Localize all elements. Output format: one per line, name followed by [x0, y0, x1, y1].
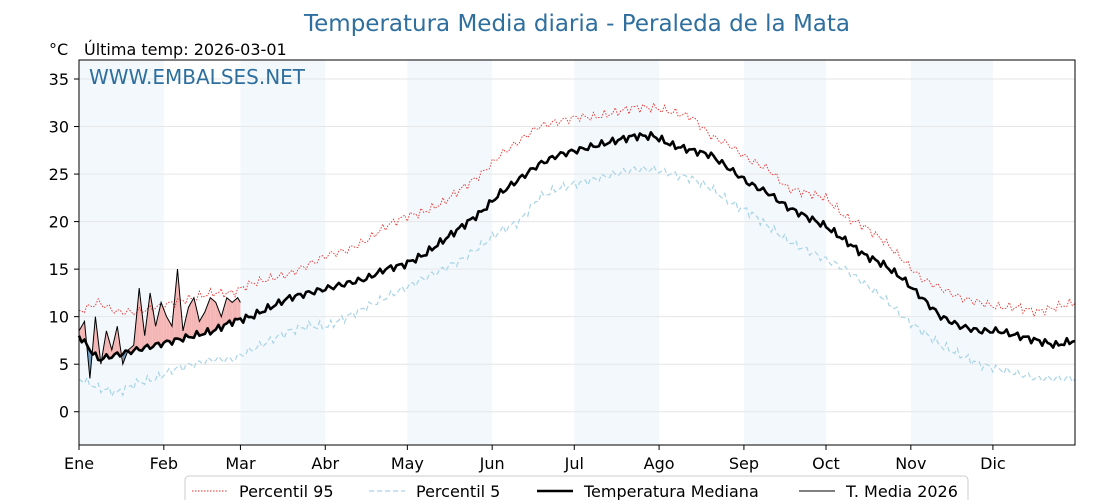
x-tick-label: Jul — [564, 454, 584, 473]
series-temperatura-mediana — [77, 131, 1076, 362]
series-t-media-2026 — [78, 269, 241, 379]
chart-title: Temperatura Media diaria - Peraleda de l… — [303, 11, 850, 37]
month-band — [574, 60, 660, 445]
fill-above-median — [177, 269, 181, 340]
legend-box — [184, 475, 969, 500]
fill-above-median — [229, 300, 233, 326]
x-tick-label: Ago — [644, 454, 675, 473]
fill-above-median — [152, 309, 156, 347]
fill-above-median — [215, 302, 219, 330]
month-band — [79, 60, 164, 445]
x-axis: Ene Feb Mar Abr May Jun Jul Ago Sep Oct Nov Dic — [64, 445, 1006, 473]
month-band — [407, 60, 493, 445]
plot-frame — [78, 59, 1076, 446]
fill-above-median — [199, 316, 203, 336]
watermark: WWW.EMBALSES.NET — [89, 65, 306, 89]
x-tick-label: Ene — [64, 454, 94, 473]
fill-above-median — [114, 326, 118, 355]
legend-label: Percentil 95 — [239, 482, 334, 500]
legend-label: Temperatura Mediana — [583, 482, 759, 500]
fill-above-median — [213, 300, 216, 332]
fill-above-median — [147, 292, 151, 349]
x-tick-label: Nov — [895, 454, 926, 473]
x-tick-label: Oct — [812, 454, 840, 473]
y-tick-label: 25 — [49, 165, 69, 184]
y-tick-label: 20 — [49, 213, 69, 232]
series-lines — [77, 102, 1076, 399]
fill-above-median — [226, 297, 230, 324]
month-band — [240, 60, 326, 445]
y-axis: 0 5 10 15 20 25 30 35 — [49, 70, 79, 422]
month-band — [910, 60, 993, 445]
fill-above-median — [95, 316, 99, 360]
x-tick-label: Dic — [980, 454, 1006, 473]
y-tick-label: 5 — [59, 355, 69, 374]
y-tick-label: 0 — [59, 403, 69, 422]
y-tick-label: 10 — [49, 308, 69, 327]
fill-above-median — [204, 304, 208, 334]
fill-above-median — [224, 297, 227, 325]
legend: Percentil 95 Percentil 5 Temperatura Media… — [184, 475, 969, 500]
y-tick-label: 30 — [49, 118, 69, 137]
fill-above-median — [188, 302, 192, 338]
fill-above-median — [207, 297, 211, 335]
fill-above-median — [163, 309, 167, 343]
fill-above-median — [166, 316, 170, 342]
fill-above-median — [161, 302, 164, 347]
fill-above-median — [169, 321, 172, 345]
fill-above-median — [106, 330, 110, 359]
x-tick-label: Mar — [225, 454, 256, 473]
y-tick-label: 35 — [49, 70, 69, 89]
x-tick-label: Jun — [479, 454, 505, 473]
fill-above-median — [185, 307, 189, 337]
fill-above-median — [81, 321, 85, 343]
anomaly-fills — [79, 269, 241, 379]
last-temp-label: Última temp: 2026-03-01 — [84, 40, 287, 59]
y-tick-label: 15 — [49, 260, 69, 279]
fill-above-median — [202, 311, 205, 335]
series-percentil-5 — [78, 164, 1076, 399]
plot-background — [79, 60, 993, 445]
fill-above-median — [155, 314, 159, 344]
legend-label: T. Media 2026 — [845, 482, 958, 500]
x-tick-label: Abr — [311, 454, 339, 473]
fill-above-median — [237, 297, 241, 320]
legend-label: Percentil 5 — [416, 482, 500, 500]
fill-above-median — [139, 288, 142, 351]
month-band — [743, 60, 826, 445]
series-percentil-95 — [78, 102, 1076, 318]
unit-label: °C — [49, 40, 68, 59]
fill-above-median — [210, 297, 214, 335]
x-tick-label: Feb — [150, 454, 178, 473]
fill-above-median — [109, 340, 112, 359]
x-tick-label: May — [391, 454, 424, 473]
fill-above-median — [191, 297, 194, 338]
fill-above-median — [235, 297, 238, 320]
x-tick-label: Sep — [729, 454, 759, 473]
fill-above-median — [136, 288, 140, 351]
fill-above-median — [196, 309, 200, 336]
